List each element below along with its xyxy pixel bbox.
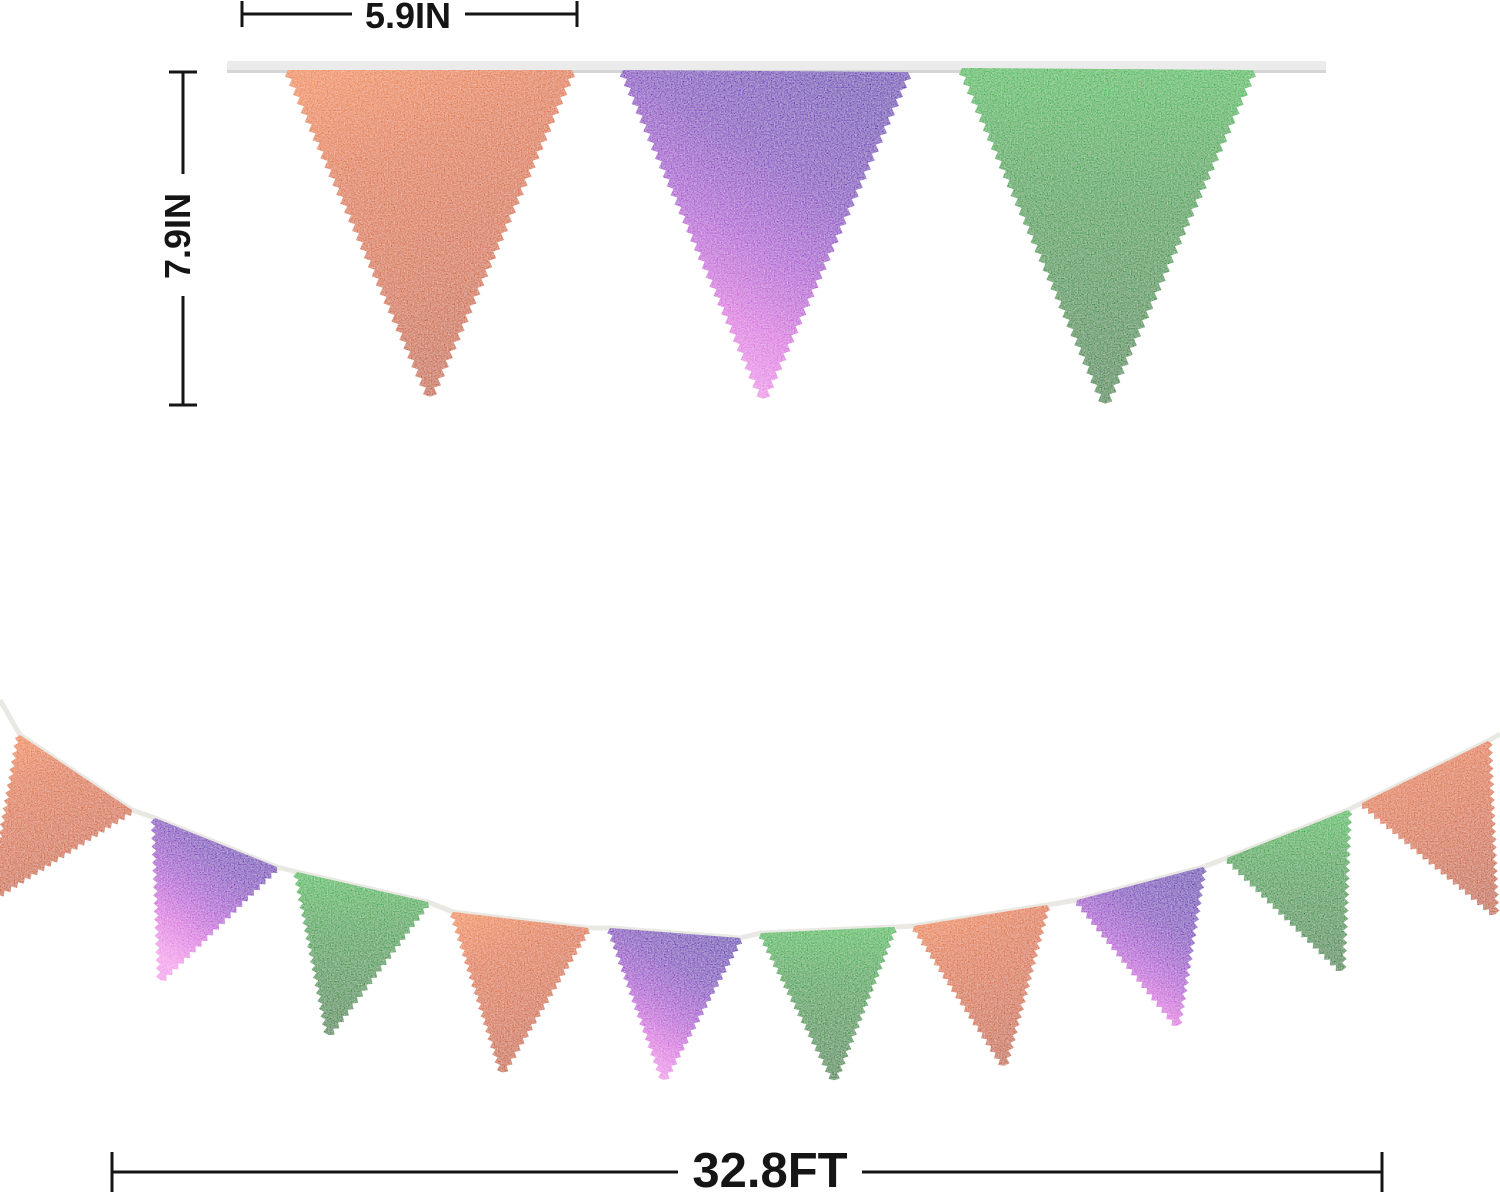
large-pennant-purple-2 xyxy=(619,70,911,399)
small-pennant-orange-1 xyxy=(0,735,132,897)
small-pennant-purple-8 xyxy=(1076,867,1207,1026)
small-pennant-green-9 xyxy=(1226,810,1353,972)
small-pennant-orange-4 xyxy=(449,912,590,1073)
top-flag-row xyxy=(284,68,1256,404)
bottom-flag-garland xyxy=(0,735,1500,1081)
flag-width-dimension: 5.9IN xyxy=(240,0,579,36)
large-pennant-orange-1 xyxy=(284,70,576,397)
banner-length-label: 32.8FT xyxy=(692,1144,847,1195)
small-pennant-green-6 xyxy=(758,927,897,1081)
flag-height-dimension: 7.9IN xyxy=(157,70,198,407)
small-pennant-orange-10 xyxy=(1362,741,1500,916)
small-pennant-purple-2 xyxy=(150,818,278,981)
banner-length-dimension: 32.8FT xyxy=(110,1144,1384,1195)
large-pennant-green-3 xyxy=(958,68,1256,404)
flag-width-label: 5.9IN xyxy=(365,0,451,36)
small-pennant-green-3 xyxy=(293,872,430,1035)
small-pennant-orange-7 xyxy=(912,905,1051,1066)
small-pennant-purple-5 xyxy=(607,928,743,1080)
flag-height-label: 7.9IN xyxy=(157,193,198,279)
